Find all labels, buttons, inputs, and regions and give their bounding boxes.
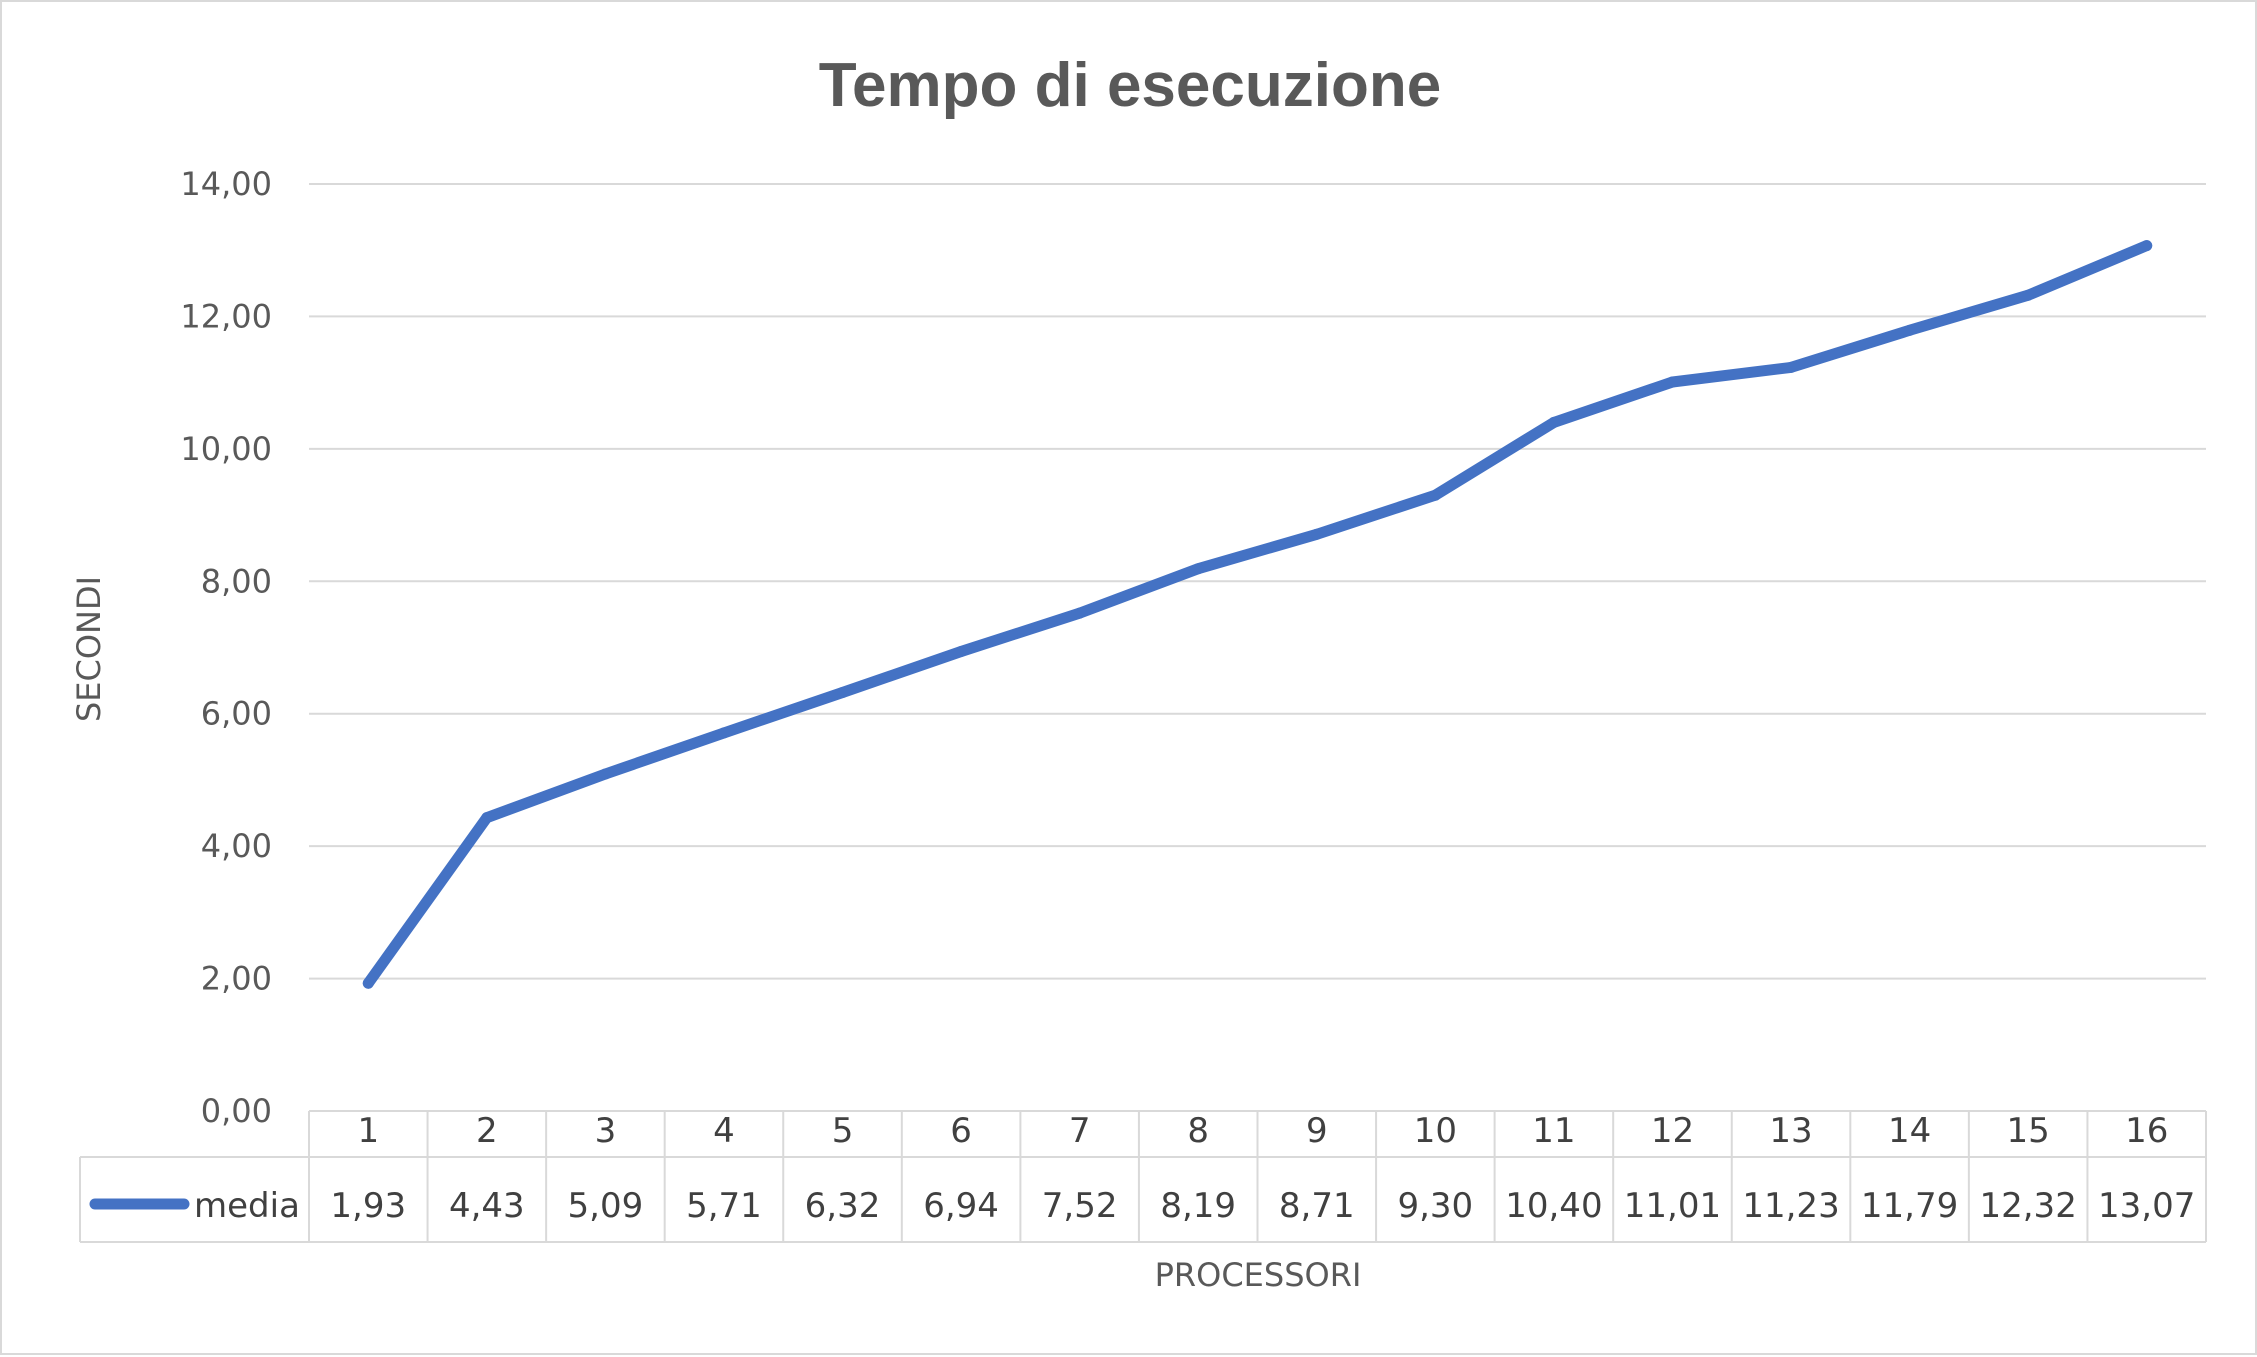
series-layer xyxy=(362,240,2153,989)
table-value-cell: 6,94 xyxy=(923,1186,999,1226)
legend-series-name: media xyxy=(194,1186,300,1226)
y-tick-label: 8,00 xyxy=(201,562,272,600)
y-tick-label: 6,00 xyxy=(201,695,272,733)
y-tick-label: 14,00 xyxy=(180,165,272,203)
data-point xyxy=(1548,416,1560,428)
data-point xyxy=(1785,361,1797,373)
x-category-label: 8 xyxy=(1187,1111,1209,1151)
x-category-label: 5 xyxy=(832,1111,854,1151)
table-value-cell: 11,23 xyxy=(1742,1186,1839,1226)
table-value-cell: 10,40 xyxy=(1505,1186,1602,1226)
table-value-cell: 8,19 xyxy=(1160,1186,1236,1226)
y-tick-label: 4,00 xyxy=(201,827,272,865)
x-axis-title: PROCESSORI xyxy=(1155,1256,1362,1294)
data-point xyxy=(1311,528,1323,540)
x-category-label: 6 xyxy=(950,1111,972,1151)
y-axis-ticks: 0,00 2,00 4,00 6,00 8,00 10,00 12,00 14,00 xyxy=(180,165,272,1130)
table-value-cell: 12,32 xyxy=(1979,1186,2076,1226)
x-category-label: 2 xyxy=(476,1111,498,1151)
x-category-label: 10 xyxy=(1414,1111,1457,1151)
x-category-label: 1 xyxy=(357,1111,379,1151)
table-value-cell: 11,01 xyxy=(1624,1186,1721,1226)
x-category-label: 11 xyxy=(1532,1111,1575,1151)
table-value-cell: 7,52 xyxy=(1042,1186,1118,1226)
table-value-cell: 11,79 xyxy=(1861,1186,1958,1226)
table-value-cell: 5,09 xyxy=(568,1186,644,1226)
x-category-label: 9 xyxy=(1306,1111,1328,1151)
chart-title: Tempo di esecuzione xyxy=(819,51,1441,120)
table-value-cell: 13,07 xyxy=(2098,1186,2195,1226)
data-point xyxy=(718,727,730,739)
data-point xyxy=(955,645,967,657)
y-axis-title: SECONDI xyxy=(70,576,108,722)
table-value-cell: 6,32 xyxy=(805,1186,881,1226)
data-point xyxy=(1904,324,1916,336)
table-value-cell: 5,71 xyxy=(686,1186,762,1226)
x-category-label: 7 xyxy=(1069,1111,1091,1151)
data-point xyxy=(481,812,493,824)
y-tick-label: 10,00 xyxy=(180,430,272,468)
x-category-label: 15 xyxy=(2007,1111,2050,1151)
x-category-label: 3 xyxy=(595,1111,617,1151)
x-category-label: 14 xyxy=(1888,1111,1931,1151)
y-tick-label: 0,00 xyxy=(201,1092,272,1130)
data-point xyxy=(1074,607,1086,619)
data-point xyxy=(599,768,611,780)
table-value-cell: 8,71 xyxy=(1279,1186,1355,1226)
table-value-cell: 9,30 xyxy=(1397,1186,1473,1226)
x-category-label: 13 xyxy=(1769,1111,1812,1151)
table-value-cell: 4,43 xyxy=(449,1186,525,1226)
series-line-media xyxy=(362,240,2153,989)
x-category-label: 12 xyxy=(1651,1111,1694,1151)
data-point xyxy=(2141,240,2153,252)
table-value-cell: 1,93 xyxy=(330,1186,406,1226)
data-point xyxy=(1429,489,1441,501)
data-point xyxy=(1192,563,1204,575)
y-tick-label: 2,00 xyxy=(201,960,272,998)
gridlines xyxy=(309,183,2206,1112)
data-point xyxy=(362,977,374,989)
x-category-label: 4 xyxy=(713,1111,735,1151)
data-point xyxy=(837,687,849,699)
y-tick-label: 12,00 xyxy=(180,297,272,335)
x-category-label: 16 xyxy=(2125,1111,2168,1151)
data-point xyxy=(1666,376,1678,388)
data-point xyxy=(2022,289,2034,301)
